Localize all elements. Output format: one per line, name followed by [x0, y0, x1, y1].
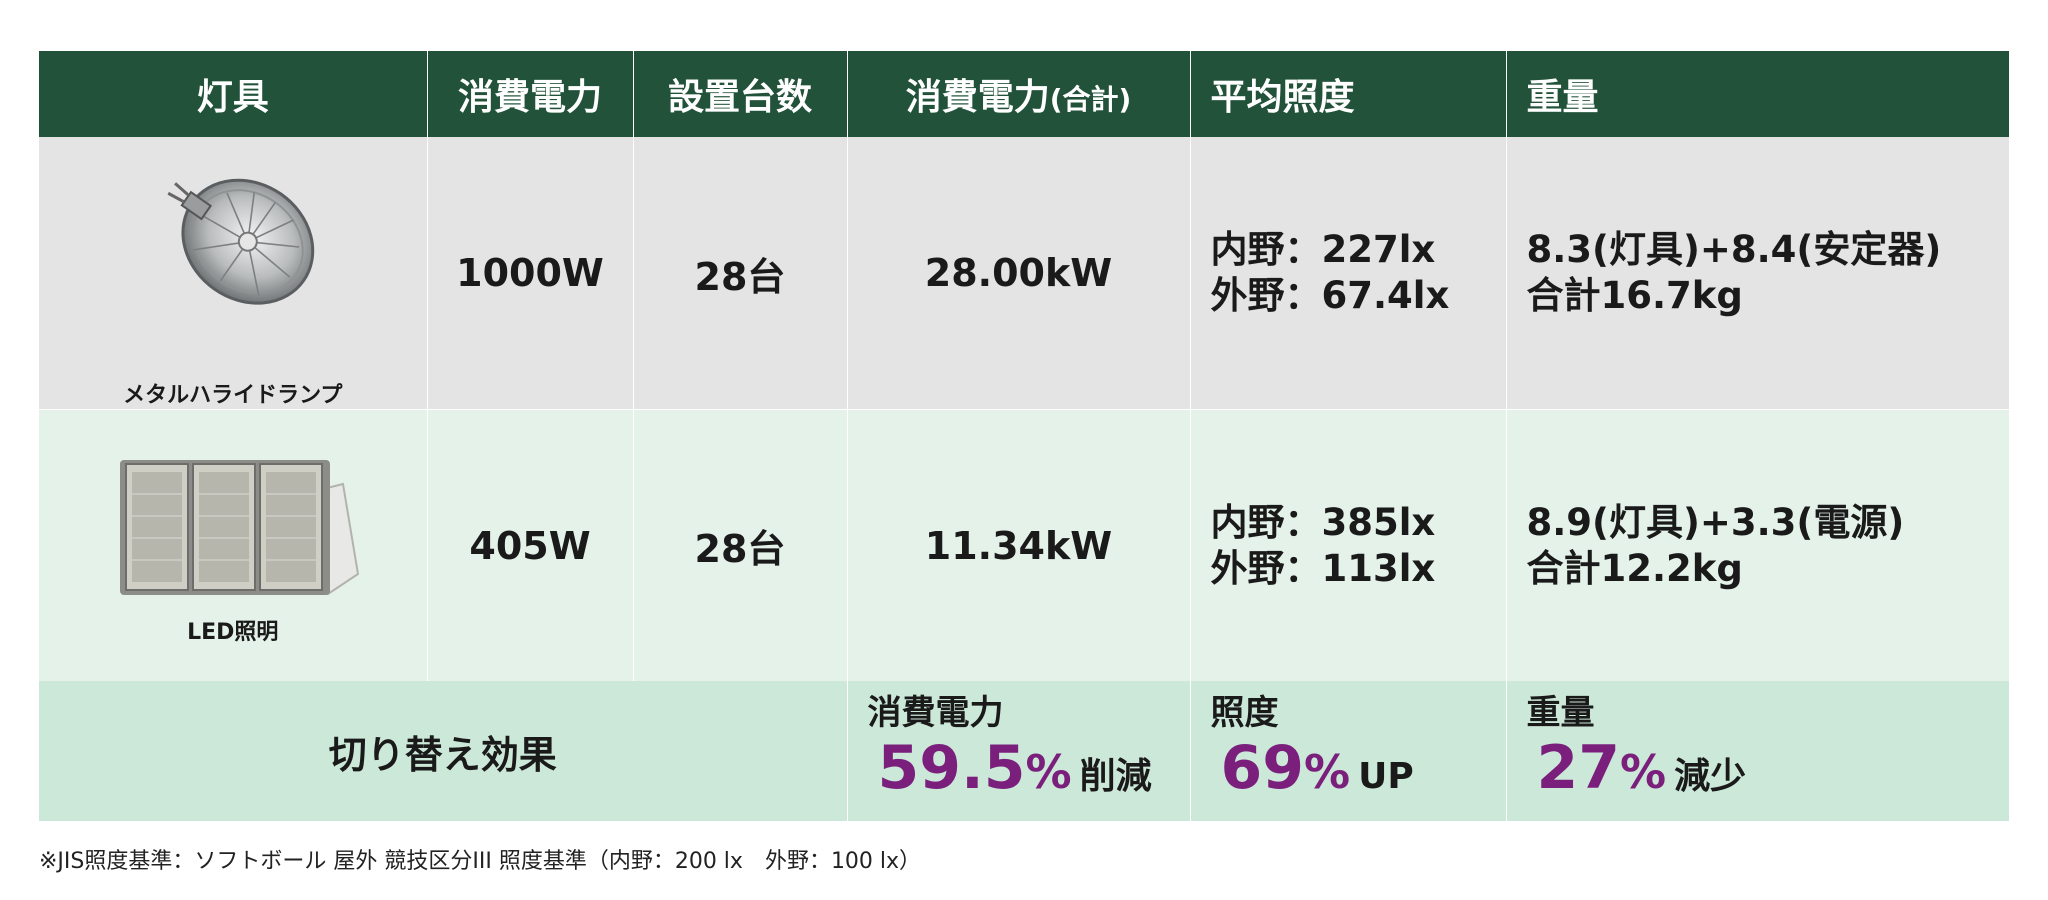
power-cell: 1000W	[427, 137, 634, 410]
fixture-cell: LED照明	[39, 409, 428, 681]
illuminance-infield: 内野：385lx	[1210, 500, 1436, 544]
fixture-label: LED照明	[187, 620, 279, 645]
effect-power-suffix: 削減	[1079, 756, 1152, 797]
header-weight: 重量	[1506, 51, 2009, 137]
footnote: ※JIS照度基準：ソフトボール 屋外 競技区分III 照度基準（内野：200 l…	[39, 849, 922, 874]
header-units: 設置台数	[633, 51, 848, 137]
illuminance-outfield: 外野：113lx	[1210, 546, 1436, 590]
comparison-table: 灯具 消費電力 設置台数 消費電力(合計) 平均照度 重量	[39, 51, 2009, 821]
weight-breakdown: 8.9(灯具)+3.3(電源)	[1526, 500, 1905, 544]
effect-illuminance-caption: 照度	[1210, 693, 1279, 733]
table-row: メタルハライドランプ 1000W 28台 28.00kW 内野：227lx 外野…	[39, 137, 2009, 410]
header-total-power: 消費電力(合計)	[847, 51, 1191, 137]
header-power: 消費電力	[427, 51, 634, 137]
fixture-label: メタルハライドランプ	[123, 383, 343, 408]
metal-halide-lamp-icon	[167, 178, 314, 305]
weight-total: 合計12.2kg	[1526, 546, 1743, 590]
header-row: 灯具 消費電力 設置台数 消費電力(合計) 平均照度 重量	[39, 51, 2009, 137]
weight-breakdown: 8.3(灯具)+8.4(安定器)	[1526, 228, 1942, 271]
effect-weight-value: 27	[1536, 733, 1621, 803]
effect-weight-caption: 重量	[1526, 693, 1595, 733]
effect-power-percent: %	[1025, 745, 1072, 799]
effect-power-caption: 消費電力	[867, 693, 1004, 733]
fixture-cell: メタルハライドランプ	[39, 137, 428, 410]
total-power-cell: 11.34kW	[847, 409, 1191, 681]
weight-cell: 8.3(灯具)+8.4(安定器) 合計16.7kg	[1506, 137, 2009, 410]
illuminance-infield: 内野：227lx	[1210, 228, 1436, 271]
table-row: LED照明 405W 28台 11.34kW 内野：385lx 外野：113lx…	[39, 409, 2009, 681]
weight-total: 合計16.7kg	[1526, 274, 1743, 317]
effect-illuminance-cell: 照度 69% UP	[1190, 681, 1507, 821]
effect-row: 切り替え効果 消費電力 59.5% 削減 照度 69% UP 重量 27% 減少	[39, 681, 2009, 821]
illuminance-cell: 内野：385lx 外野：113lx	[1190, 409, 1507, 681]
header-total-power-label: 消費電力	[905, 77, 1050, 118]
illuminance-cell: 内野：227lx 外野：67.4lx	[1190, 137, 1507, 410]
effect-weight-cell: 重量 27% 減少	[1506, 681, 2009, 821]
effect-weight-suffix: 減少	[1674, 756, 1747, 797]
effect-title: 切り替え効果	[39, 681, 848, 821]
total-power-cell: 28.00kW	[847, 137, 1191, 410]
units-cell: 28台	[633, 409, 848, 681]
effect-weight-percent: %	[1620, 745, 1667, 799]
led-floodlight-icon	[119, 460, 359, 596]
effect-illuminance-suffix: UP	[1358, 756, 1414, 797]
header-illuminance: 平均照度	[1190, 51, 1507, 137]
effect-illuminance-percent: %	[1304, 745, 1351, 799]
header-fixture: 灯具	[39, 51, 428, 137]
power-cell: 405W	[427, 409, 634, 681]
weight-cell: 8.9(灯具)+3.3(電源) 合計12.2kg	[1506, 409, 2009, 681]
effect-power-value: 59.5	[877, 733, 1026, 803]
header-total-power-suffix: (合計)	[1049, 83, 1132, 116]
effect-illuminance-value: 69	[1220, 733, 1305, 803]
effect-power-cell: 消費電力 59.5% 削減	[847, 681, 1191, 821]
units-cell: 28台	[633, 137, 848, 410]
illuminance-outfield: 外野：67.4lx	[1210, 274, 1450, 317]
